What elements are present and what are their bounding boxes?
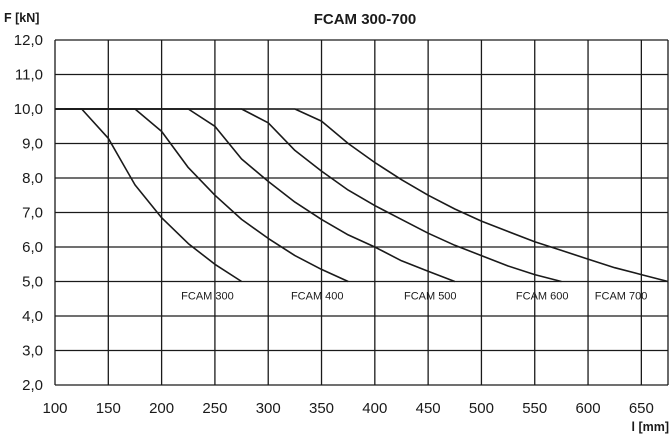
series-label-3: FCAM 500 [404, 290, 457, 302]
series-line-5 [55, 108, 669, 283]
grid [54, 39, 669, 386]
series-line-3 [55, 108, 456, 283]
y-tick-label: 8,0 [22, 170, 43, 187]
y-axis-title: F [kN] [4, 11, 39, 25]
y-tick-label: 12,0 [14, 32, 43, 49]
x-tick-label: 650 [629, 400, 654, 417]
y-tick-label: 5,0 [22, 274, 43, 291]
series-line-2 [55, 108, 349, 283]
x-tick-label: 400 [362, 400, 387, 417]
x-tick-label: 550 [522, 400, 547, 417]
y-tick-label: 3,0 [22, 343, 43, 360]
y-tick-label: 7,0 [22, 205, 43, 222]
series-line-1 [55, 108, 243, 283]
x-tick-label: 150 [96, 400, 121, 417]
x-tick-label: 350 [309, 400, 334, 417]
y-tick-label: 2,0 [22, 377, 43, 394]
series-label-1: FCAM 300 [181, 290, 234, 302]
x-tick-label: 250 [202, 400, 227, 417]
tick-labels: 2,0 3,0 4,0 5,0 6,0 7,0 8,0 9,0 10,0 11,0 12,0 100 1… [14, 32, 654, 417]
x-tick-label: 200 [149, 400, 174, 417]
x-axis-title: l [mm] [632, 420, 670, 434]
series-label-4: FCAM 600 [516, 290, 569, 302]
series-line-4 [55, 108, 562, 283]
curves [55, 108, 669, 283]
x-tick-label: 300 [256, 400, 281, 417]
y-tick-label: 10,0 [14, 101, 43, 118]
x-tick-label: 450 [416, 400, 441, 417]
y-tick-label: 11,0 [15, 67, 43, 84]
series-label-2: FCAM 400 [291, 290, 344, 302]
y-tick-label: 9,0 [22, 136, 43, 153]
curve-labels: FCAM 300 FCAM 400 FCAM 500 FCAM 600 FCAM 700 [181, 290, 647, 302]
x-tick-label: 500 [469, 400, 494, 417]
y-tick-label: 4,0 [22, 308, 43, 325]
series-label-5: FCAM 700 [595, 290, 648, 302]
x-tick-label: 100 [42, 400, 67, 417]
chart-title: FCAM 300-700 [314, 11, 417, 28]
x-tick-label: 600 [576, 400, 601, 417]
y-tick-label: 6,0 [22, 239, 43, 256]
